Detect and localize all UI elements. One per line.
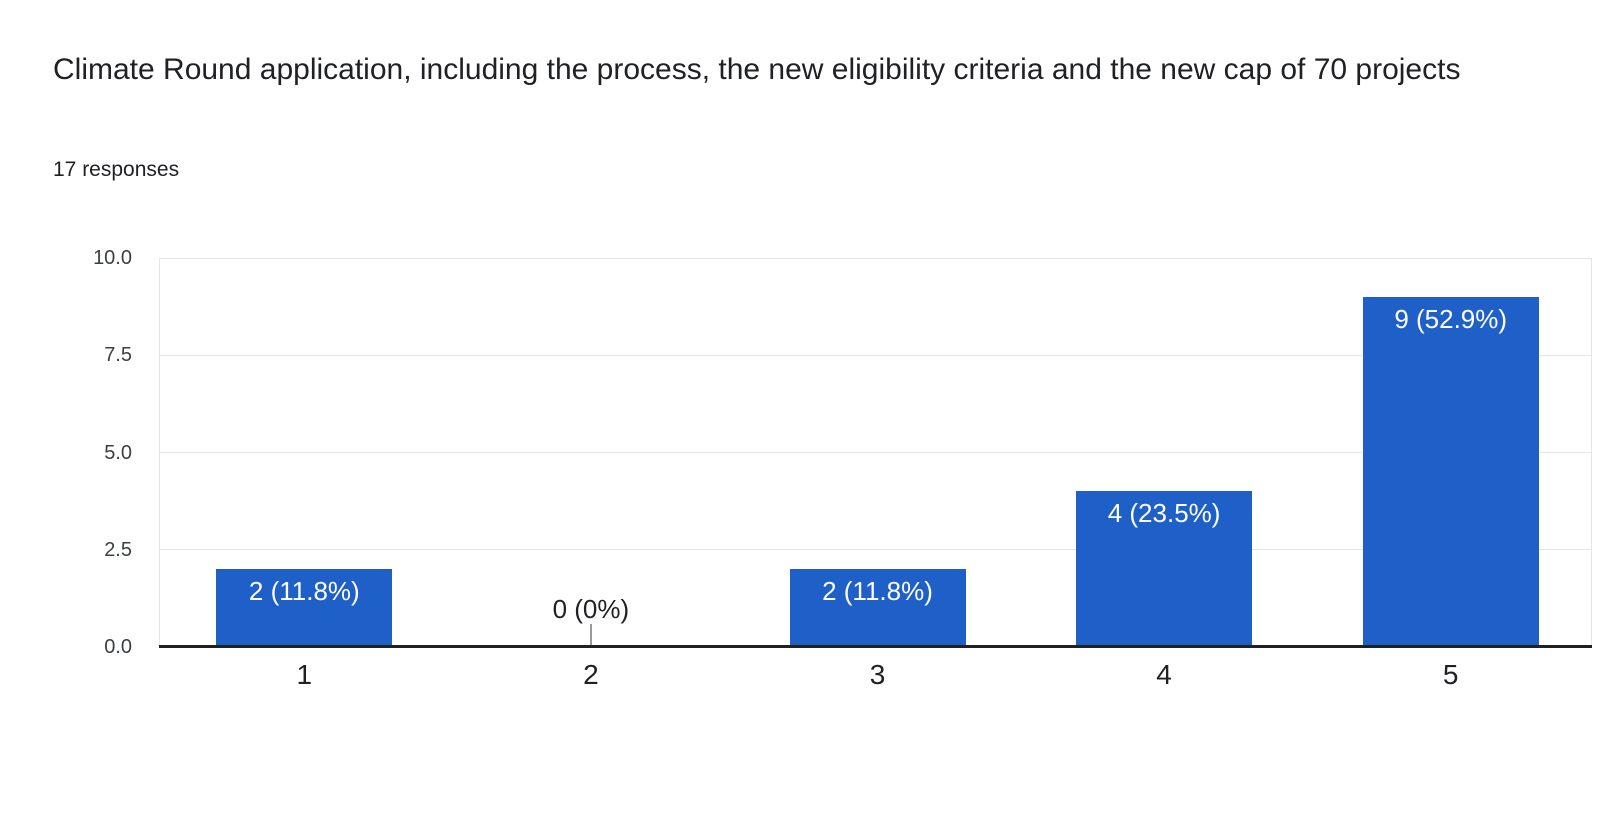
bar-value-label: 2 (11.8%) — [822, 576, 933, 607]
bar[interactable] — [216, 569, 393, 647]
x-axis-baseline — [159, 645, 1592, 648]
x-axis-tick-label: 3 — [869, 659, 886, 690]
y-axis-tick-label: 5.0 — [104, 441, 132, 464]
bar-value-label: 9 (52.9%) — [1394, 303, 1508, 334]
y-axis-tick-label: 0.0 — [104, 636, 132, 658]
bar[interactable] — [1076, 491, 1253, 647]
y-axis-tick-label: 2.5 — [104, 538, 132, 561]
gridline — [159, 452, 1592, 453]
bar-value-label: 2 (11.8%) — [248, 576, 360, 607]
bar[interactable] — [789, 569, 966, 647]
gridline — [159, 549, 1592, 551]
bar[interactable] — [1362, 296, 1539, 647]
y-axis-tick-label: 7.5 — [104, 344, 132, 367]
question-title: Climate Round application, including the… — [53, 53, 1461, 86]
x-axis-tick-label: 2 — [583, 659, 599, 690]
plot-left-border — [159, 258, 160, 647]
responses-count: 17 responses — [53, 158, 180, 181]
plot-right-border — [1591, 258, 1592, 647]
bar-value-label: 0 (0%) — [552, 594, 630, 624]
x-axis-tick-label: 4 — [1156, 659, 1172, 690]
gridline — [159, 257, 1592, 259]
x-axis-tick-label: 1 — [296, 659, 313, 690]
bar-value-label: 4 (23.5%) — [1107, 498, 1221, 529]
zero-value-tick — [589, 624, 592, 647]
x-axis-tick-label: 5 — [1442, 659, 1459, 690]
y-axis-tick-label: 10.0 — [93, 247, 132, 269]
gridline — [159, 354, 1592, 356]
